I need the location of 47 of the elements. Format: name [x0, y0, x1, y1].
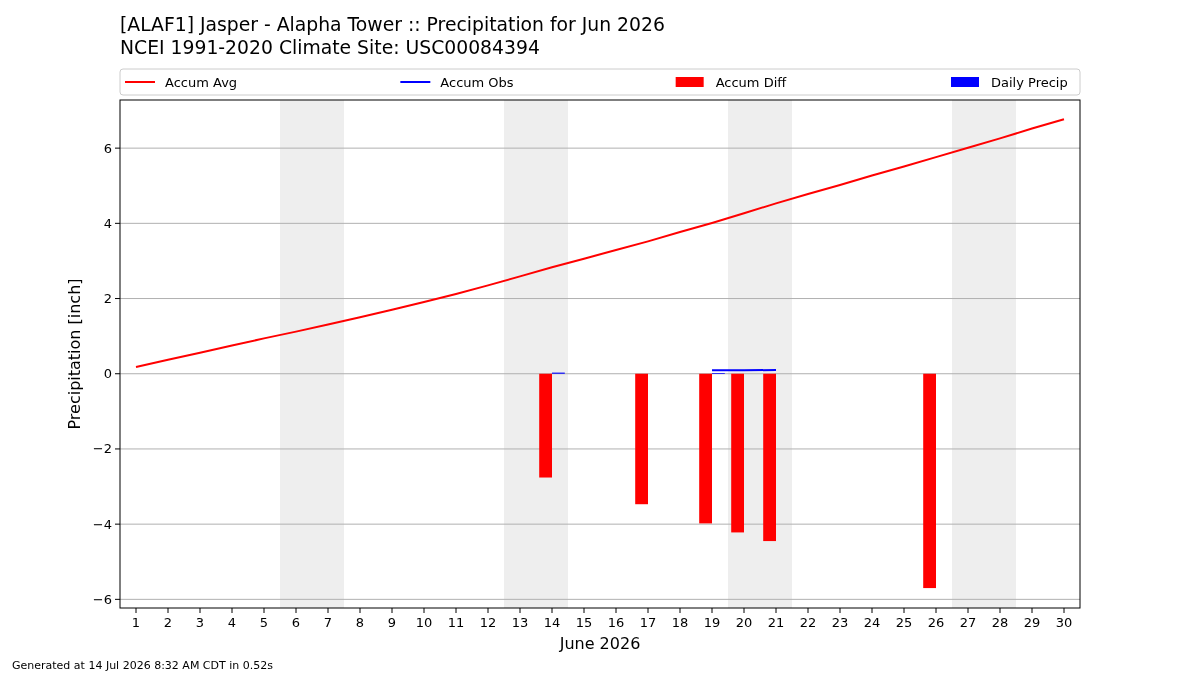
y-tick-label: −2 [92, 441, 112, 457]
x-tick-label: 8 [355, 615, 365, 630]
x-tick-label: 6 [291, 615, 301, 630]
y-tick-label: 0 [103, 366, 112, 382]
y-tick-label: 4 [103, 215, 112, 231]
x-tick-label: 10 [415, 615, 433, 630]
y-tick-label: −4 [92, 516, 112, 532]
y-axis-title: Precipitation [inch] [65, 278, 84, 430]
x-tick-label: 2 [163, 615, 173, 630]
x-tick-label: 25 [895, 615, 913, 630]
chart-title: [ALAF1] Jasper - Alapha Tower :: Precipitation for Jun 2026 [120, 14, 665, 35]
x-tick-label: 7 [323, 615, 333, 630]
x-tick-label: 5 [259, 615, 269, 630]
legend-label: Accum Diff [715, 74, 788, 90]
x-tick-label: 9 [387, 615, 397, 630]
x-tick-label: 1 [131, 615, 141, 630]
x-tick-label: 24 [863, 615, 881, 630]
x-tick-label: 4 [227, 615, 237, 630]
x-tick-label: 27 [959, 615, 977, 630]
y-tick-label: 6 [103, 140, 112, 156]
legend-label: Accum Avg [165, 74, 238, 90]
x-tick-label: 21 [767, 615, 785, 630]
x-tick-label: 18 [671, 615, 689, 630]
x-tick-label: 19 [703, 615, 721, 630]
x-tick-label: 23 [831, 615, 849, 630]
x-tick-label: 11 [447, 615, 465, 630]
x-tick-label: 16 [607, 615, 625, 630]
x-tick-label: 3 [195, 615, 205, 630]
x-axis-title: June 2026 [558, 634, 641, 653]
chart-subtitle: NCEI 1991-2020 Climate Site: USC00084394 [120, 37, 540, 58]
x-tick-label: 30 [1055, 615, 1073, 630]
x-tick-label: 17 [639, 615, 657, 630]
x-tick-label: 28 [991, 615, 1009, 630]
x-tick-label: 12 [479, 615, 497, 630]
x-tick-label: 22 [799, 615, 817, 630]
x-tick-label: 13 [511, 615, 529, 630]
x-tick-label: 15 [575, 615, 593, 630]
y-tick-label: 2 [103, 291, 112, 307]
line-series [135, 118, 1065, 368]
legend-label: Daily Precip [991, 74, 1068, 90]
x-tick-label: 14 [543, 615, 561, 630]
x-tick-label: 20 [735, 615, 753, 630]
text: Generated at 14 Jul 2026 8:32 AM CDT in 0.52s [12, 659, 274, 672]
x-tick-label: 29 [1023, 615, 1041, 630]
x-tick-label: 26 [927, 615, 945, 630]
y-tick-label: −6 [92, 591, 112, 607]
legend-label: Accum Obs [440, 74, 514, 90]
